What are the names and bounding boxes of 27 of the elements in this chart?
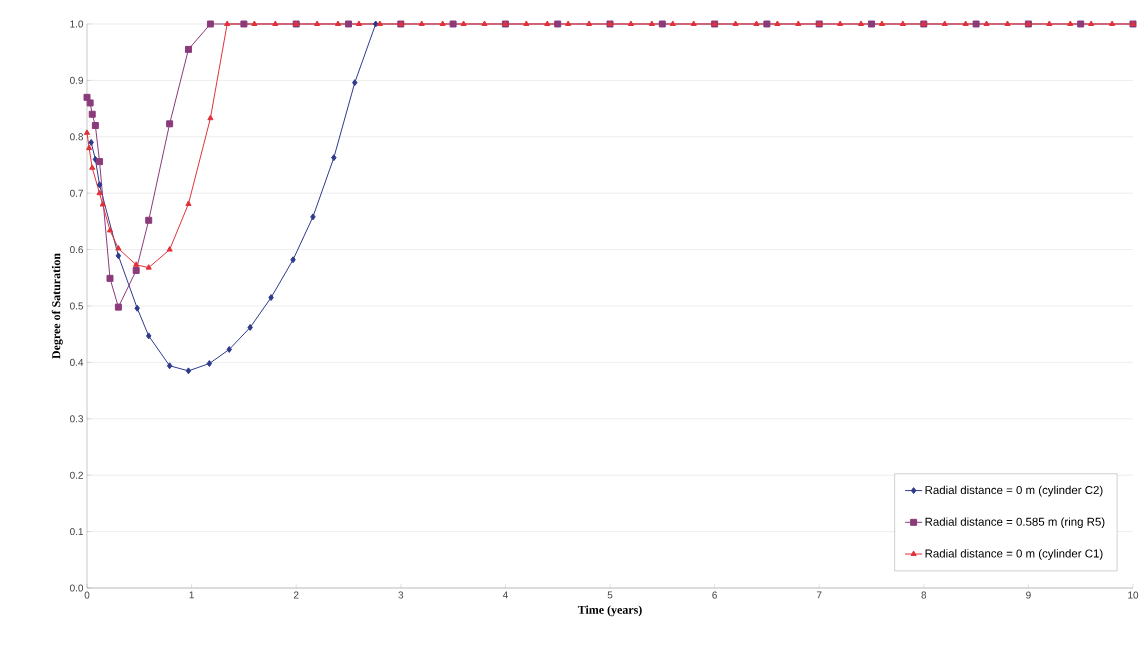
x-tick-label: 6: [712, 591, 717, 599]
legend-label: Radial distance = 0 m (cylinder C1): [925, 549, 1103, 560]
y-tick-label: 0.7: [70, 189, 83, 197]
y-tick-label: 0.2: [70, 471, 83, 479]
legend-label: Radial distance = 0 m (cylinder C2): [925, 485, 1103, 497]
y-tick-label: 1.0: [70, 20, 84, 28]
legend-label: Radial distance = 0.585 m (ring R5): [925, 517, 1105, 529]
y-tick-label: 0.9: [70, 76, 84, 84]
x-tick-label: 2: [293, 591, 299, 599]
x-tick-label: 1: [189, 591, 194, 599]
x-tick-label: 5: [607, 591, 613, 599]
y-tick-label: 0.6: [70, 246, 84, 254]
y-tick-label: 0.0: [70, 584, 84, 592]
x-tick-label: 3: [398, 591, 404, 599]
x-tick-label: 0: [84, 591, 90, 599]
y-tick-label: 0.1: [70, 528, 83, 536]
x-tick-label: 4: [502, 591, 508, 599]
y-tick-label: 0.5: [70, 302, 84, 310]
y-tick-label: 0.4: [70, 358, 84, 366]
y-axis-title: Degree of Saturation: [51, 253, 63, 359]
x-tick-label: 9: [1026, 591, 1031, 599]
x-tick-label: 10: [1128, 591, 1139, 599]
x-axis-title: Time (years): [577, 605, 642, 617]
x-tick-label: 7: [816, 591, 822, 599]
x-tick-label: 8: [921, 591, 927, 599]
y-tick-label: 0.3: [70, 415, 84, 423]
y-tick-label: 0.8: [70, 133, 84, 141]
